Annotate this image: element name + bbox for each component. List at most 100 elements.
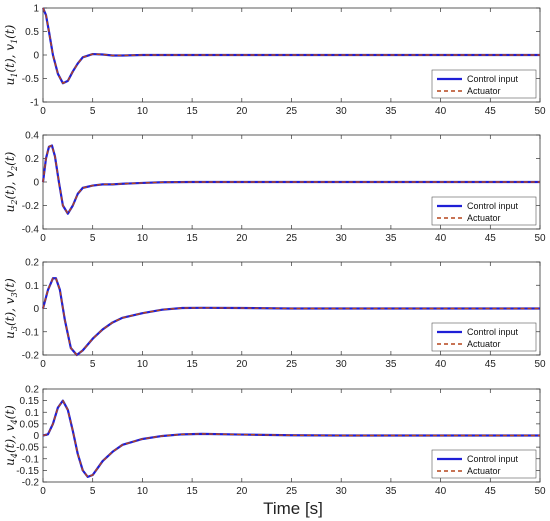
y-axis-label: u4(t), v4(t) xyxy=(3,405,19,466)
y-tick-label: 0 xyxy=(33,178,39,189)
y-tick-label: 1 xyxy=(33,4,39,15)
legend-box xyxy=(431,322,537,352)
y-tick-label: 0 xyxy=(33,304,39,315)
y-axis-label: u1(t), v1(t) xyxy=(3,24,19,85)
x-tick-label: 40 xyxy=(435,233,447,244)
x-tick-label: 20 xyxy=(236,486,248,497)
y-tick-label: 0.2 xyxy=(25,154,39,165)
y-tick-label: -0.1 xyxy=(22,454,40,465)
y-tick-label: 0.5 xyxy=(25,27,39,38)
x-tick-label: 5 xyxy=(90,486,96,497)
legend: Control input Actuator xyxy=(431,449,537,479)
x-tick-label: 40 xyxy=(435,486,447,497)
x-tick-label: 50 xyxy=(534,486,546,497)
y-label-subscript: 2 xyxy=(10,200,19,206)
x-tick-label: 25 xyxy=(286,486,298,497)
y-tick-label: 0 xyxy=(33,51,39,62)
x-tick-label: 15 xyxy=(187,106,199,117)
x-tick-label: 5 xyxy=(90,106,96,117)
y-label-subscript: 4 xyxy=(10,453,19,459)
y-tick-label: -0.5 xyxy=(22,74,40,85)
legend-label: Actuator xyxy=(467,86,501,96)
y-tick-label: -0.05 xyxy=(16,443,39,454)
x-tick-label: 10 xyxy=(137,486,149,497)
y-label-part: v xyxy=(3,171,17,178)
x-tick-label: 10 xyxy=(137,359,149,370)
x-tick-label: 45 xyxy=(485,486,497,497)
legend-box xyxy=(431,449,537,479)
x-tick-label: 50 xyxy=(534,359,546,370)
legend-label: Actuator xyxy=(467,339,501,349)
y-label-part: v xyxy=(3,297,17,304)
y-tick-label: -1 xyxy=(30,98,39,109)
x-tick-label: 30 xyxy=(336,233,348,244)
y-tick-label: -0.4 xyxy=(22,225,40,236)
series-line-control-input xyxy=(41,277,540,357)
y-tick-label: -0.15 xyxy=(16,466,39,477)
y-label-part: u xyxy=(3,78,17,86)
y-tick-label: 0 xyxy=(33,431,39,442)
legend-box xyxy=(431,69,537,99)
x-tick-label: 35 xyxy=(385,106,397,117)
y-label-part: (t) xyxy=(3,278,17,293)
y-label-part: (t) xyxy=(3,151,17,166)
y-label-part: (t), xyxy=(3,178,17,200)
x-tick-label: 40 xyxy=(435,359,447,370)
y-tick-label: 0.2 xyxy=(25,385,39,396)
x-tick-label: 0 xyxy=(40,486,46,497)
x-tick-label: 0 xyxy=(40,106,46,117)
y-tick-label: 0.4 xyxy=(25,131,39,142)
x-tick-label: 45 xyxy=(485,359,497,370)
y-tick-label: 0.1 xyxy=(25,281,39,292)
x-tick-label: 40 xyxy=(435,106,447,117)
x-tick-label: 35 xyxy=(385,486,397,497)
y-label-subscript: 1 xyxy=(10,73,19,78)
y-tick-label: -0.2 xyxy=(22,351,40,362)
y-tick-label: 0.05 xyxy=(20,419,40,430)
x-tick-label: 5 xyxy=(90,233,96,244)
subplot-4: 0 5 10 15 20 25 30 35 40 45 50-0.2-0.15-0.1-0.0500… xyxy=(3,385,546,498)
x-tick-label: 30 xyxy=(336,106,348,117)
y-axis-label: u2(t), v2(t) xyxy=(3,151,19,212)
y-label-subscript: 4 xyxy=(10,419,19,425)
y-tick-label: -0.2 xyxy=(22,201,40,212)
x-tick-label: 0 xyxy=(40,233,46,244)
y-label-part: (t), xyxy=(3,304,17,326)
y-tick-label: 0.15 xyxy=(20,396,40,407)
legend: Control input Actuator xyxy=(431,69,537,99)
x-tick-label: 10 xyxy=(137,106,149,117)
y-label-part: u xyxy=(3,205,17,213)
x-tick-label: 20 xyxy=(236,106,248,117)
x-tick-label: 45 xyxy=(485,106,497,117)
legend-label: Actuator xyxy=(467,213,501,223)
subplot-3: 0 5 10 15 20 25 30 35 40 45 50-0.2-0.100.10.2u3(t)… xyxy=(3,258,546,371)
subplot-2: 0 5 10 15 20 25 30 35 40 45 50-0.4-0.200.20.4u2(t)… xyxy=(3,131,546,245)
series-line-actuator xyxy=(42,399,540,478)
x-tick-label: 15 xyxy=(187,233,199,244)
x-tick-label: 5 xyxy=(90,359,96,370)
legend-label: Actuator xyxy=(467,466,501,476)
series-line-actuator xyxy=(42,144,540,215)
x-tick-label: 20 xyxy=(236,233,248,244)
y-tick-label: -0.1 xyxy=(22,327,40,338)
y-label-part: (t), xyxy=(3,431,17,453)
x-tick-label: 35 xyxy=(385,359,397,370)
legend: Control input Actuator xyxy=(431,322,537,352)
y-label-subscript: 3 xyxy=(10,326,19,331)
x-tick-label: 45 xyxy=(485,233,497,244)
y-label-subscript: 3 xyxy=(10,292,19,297)
legend-label: Control input xyxy=(467,74,519,84)
series-line-actuator xyxy=(42,7,540,84)
y-tick-label: 0.1 xyxy=(25,408,39,419)
legend-label: Control input xyxy=(467,454,519,464)
x-tick-label: 50 xyxy=(534,233,546,244)
x-tick-label: 30 xyxy=(336,359,348,370)
y-label-part: (t) xyxy=(3,405,17,420)
x-tick-label: 0 xyxy=(40,359,46,370)
y-label-part: v xyxy=(3,44,17,51)
x-tick-label: 50 xyxy=(534,106,546,117)
y-label-part: v xyxy=(3,424,17,431)
y-label-part: u xyxy=(3,458,17,466)
